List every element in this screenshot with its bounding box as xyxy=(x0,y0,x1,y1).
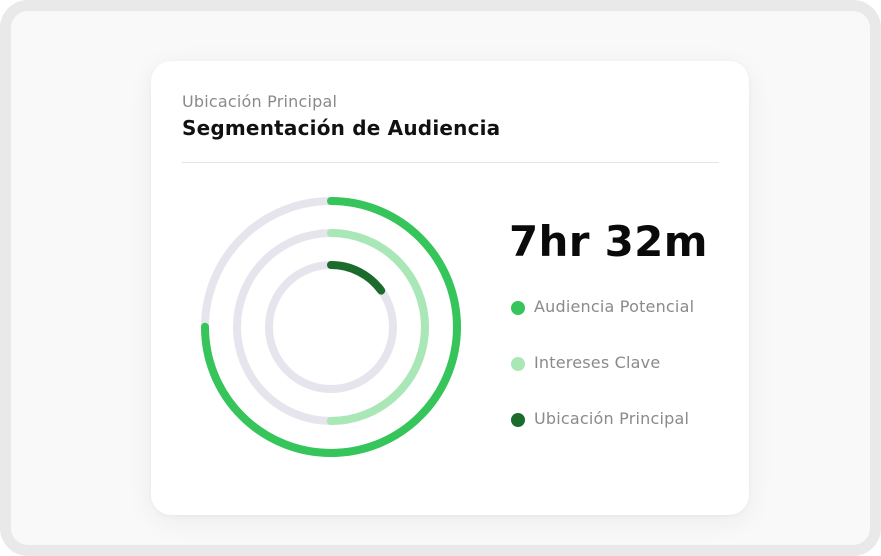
legend-label: Intereses Clave xyxy=(534,353,661,372)
legend-label: Ubicación Principal xyxy=(534,409,690,428)
divider xyxy=(182,162,719,163)
ring-ubicacion-principal xyxy=(265,261,397,393)
ring-audiencia-potencial xyxy=(201,197,461,457)
card-title: Segmentación de Audiencia xyxy=(182,116,501,140)
radial-progress-chart xyxy=(201,197,461,457)
time-stat: 7hr 32m xyxy=(509,217,708,266)
legend-dot xyxy=(511,413,525,427)
audience-card: Ubicación Principal Segmentación de Audi… xyxy=(151,61,749,515)
legend-dot xyxy=(511,301,525,315)
legend-dot xyxy=(511,357,525,371)
legend-label: Audiencia Potencial xyxy=(534,297,695,316)
ring-intereses-clave xyxy=(233,229,429,425)
card-subtitle: Ubicación Principal xyxy=(182,92,338,111)
